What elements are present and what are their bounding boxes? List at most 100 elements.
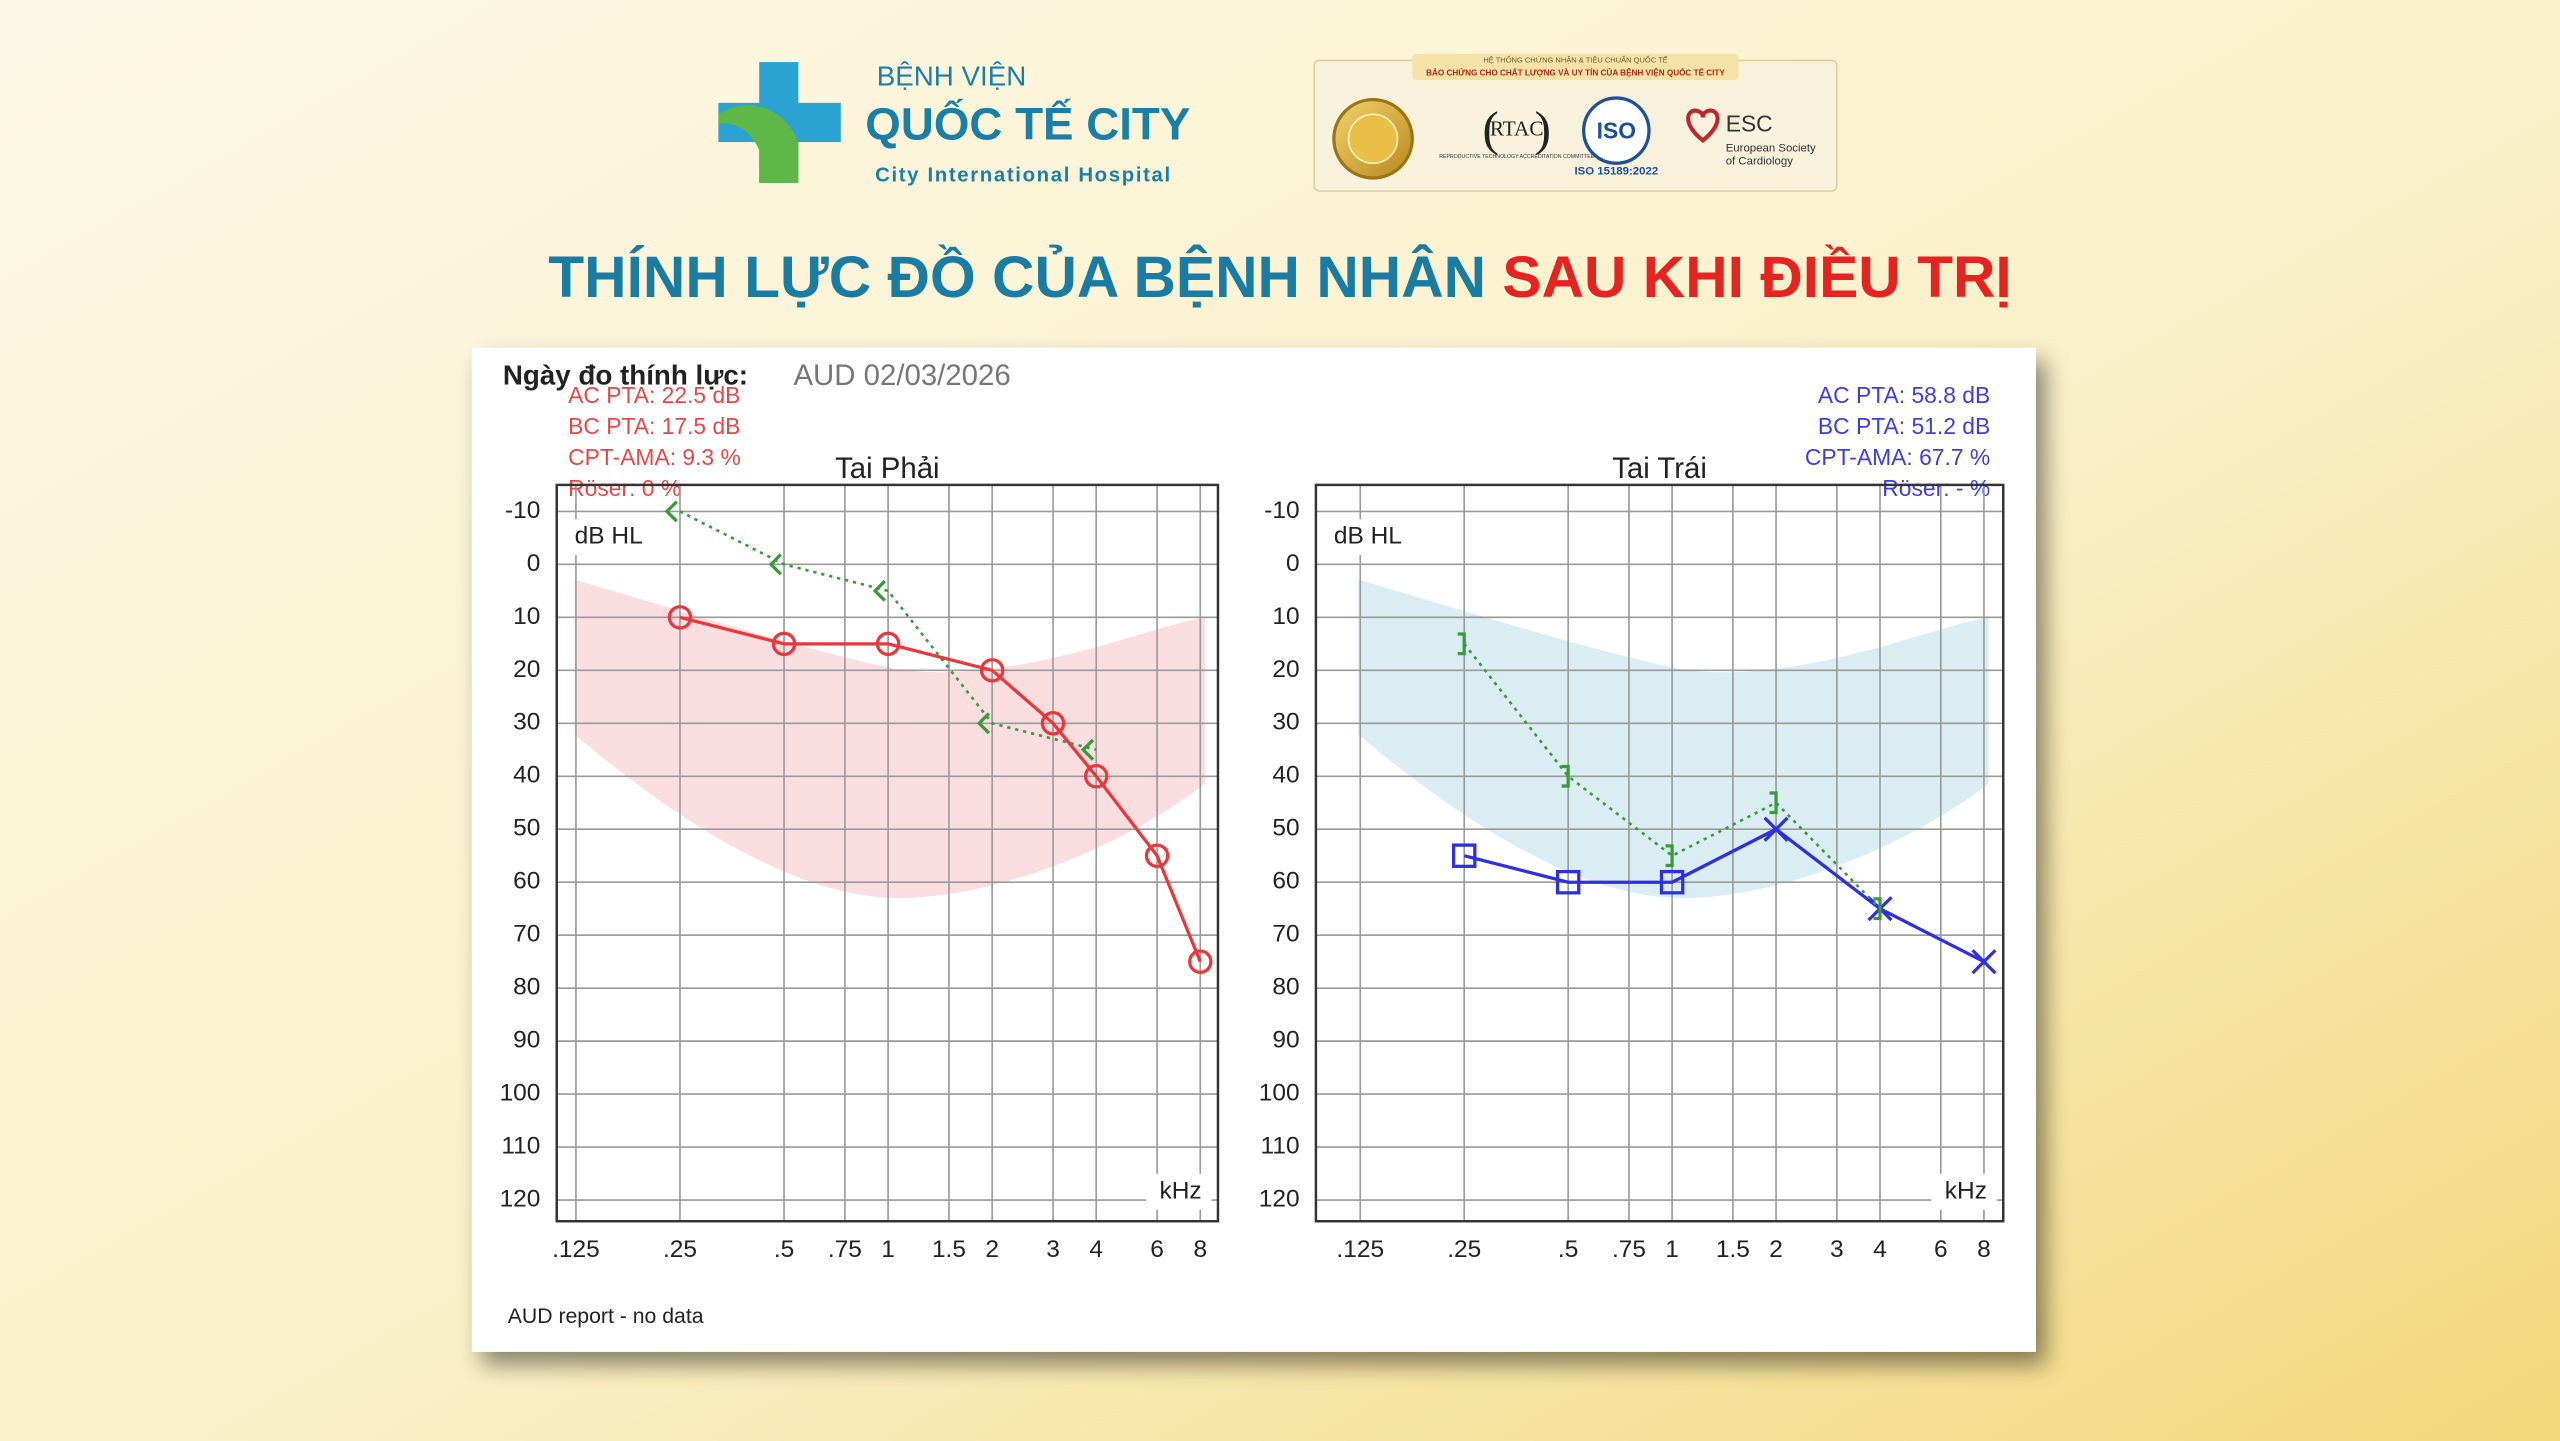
y-tick-label: 30 (1272, 709, 1299, 736)
charts: Tai Phải AC PTA: 22.5 dB BC PTA: 17.5 dB CP… (500, 382, 2005, 1263)
x-tick-label: .125 (552, 1236, 600, 1263)
y-tick-label: 110 (1261, 1133, 1300, 1160)
hospital-name-1: BỆNH VIỆN (877, 61, 1027, 92)
y-tick-label: 60 (1272, 868, 1299, 895)
cert-subheading: BẢO CHỨNG CHO CHẤT LƯỢNG VÀ UY TÍN CỦA B… (1426, 67, 1725, 78)
x-axis-label: kHz (1945, 1177, 1987, 1204)
certification-box: HỆ THỐNG CHỨNG NHẬN & TIÊU CHUẨN QUỐC TẾ… (1313, 53, 1838, 192)
stat-label: BC PTA: 17.5 dB (568, 413, 740, 439)
stat-label: Röser: 0 % (568, 475, 681, 501)
x-axis-label: kHz (1159, 1177, 1201, 1204)
x-tick-label: .5 (1558, 1236, 1578, 1263)
data-point (1188, 949, 1213, 974)
title-highlight: SAU KHI ĐIỀU TRỊ (1502, 243, 2011, 309)
data-point (768, 553, 782, 576)
y-label-bg (1325, 519, 1411, 556)
chart-title: Tai Phải (835, 452, 940, 485)
y-tick-label: 90 (513, 1027, 540, 1054)
plot-frame (555, 483, 1220, 1223)
data-point (1665, 844, 1674, 868)
x-tick-label: .25 (663, 1236, 697, 1263)
report-footer: AUD report - no data (508, 1305, 704, 1328)
data-point (875, 631, 901, 657)
chart-title: Tai Trái (1612, 452, 1707, 485)
data-point (1769, 791, 1778, 815)
y-tick-label: -10 (505, 497, 540, 524)
hospital-logo: BỆNH VIỆN QUỐC TẾ CITY City Internationa… (718, 61, 1190, 187)
svg-text:(: ( (1482, 101, 1498, 156)
x-tick-label: 8 (1193, 1236, 1207, 1263)
y-tick-label: 100 (1259, 1080, 1300, 1107)
hospital-name-3: City International Hospital (875, 165, 1172, 187)
x-tick-label: .125 (1336, 1236, 1384, 1263)
x-tick-label: 6 (1150, 1236, 1164, 1263)
data-point (667, 605, 693, 630)
y-tick-label: 70 (513, 921, 540, 948)
stat-label: AC PTA: 22.5 dB (568, 382, 740, 408)
data-point (771, 631, 797, 657)
data-point (979, 658, 1005, 683)
x-tick-label: .75 (1612, 1236, 1646, 1263)
page-title: THÍNH LỰC ĐỒ CỦA BỆNH NHÂN SAU KHI ĐIỀU … (548, 242, 2011, 309)
y-tick-label: 40 (513, 762, 540, 789)
esc-label: ESC (1726, 111, 1773, 137)
y-tick-label: 30 (513, 709, 540, 736)
data-point (872, 579, 886, 602)
title-part: THÍNH LỰC ĐỒ CỦA BỆNH NHÂN (548, 242, 1502, 309)
x-tick-label: 8 (1977, 1236, 1991, 1263)
data-point (1873, 897, 1882, 921)
y-tick-label: 70 (1272, 921, 1299, 948)
x-tick-label: 2 (985, 1236, 999, 1263)
x-label-bg (1146, 1173, 1212, 1210)
y-tick-label: 20 (513, 656, 540, 683)
y-tick-label: 10 (513, 603, 540, 630)
date-value: AUD 02/03/2026 (793, 359, 1010, 392)
x-tick-label: 4 (1873, 1236, 1887, 1263)
data-point (976, 712, 991, 735)
x-tick-label: 2 (1769, 1236, 1783, 1263)
plot-frame (1314, 483, 2005, 1223)
rtac-label: RTAC (1490, 116, 1544, 140)
data-point (1971, 949, 1997, 975)
x-tick-label: 1 (881, 1236, 895, 1263)
y-tick-label: 20 (1272, 656, 1299, 683)
data-point (1555, 869, 1581, 895)
stat-label: Röser: - % (1882, 475, 1990, 501)
x-tick-label: .25 (1447, 1236, 1481, 1263)
esc-caption: of Cardiology (1726, 156, 1794, 168)
rtac-caption: REPRODUCTIVE TECHNOLOGY ACCREDITATION CO… (1439, 154, 1595, 160)
stat-label: AC PTA: 58.8 dB (1818, 382, 1990, 408)
stat-label: BC PTA: 51.2 dB (1818, 413, 1990, 439)
y-tick-label: 50 (513, 815, 540, 842)
hospital-name-2: QUỐC TẾ CITY (865, 97, 1190, 149)
y-tick-label: 90 (1272, 1027, 1299, 1054)
data-line (1463, 643, 1881, 910)
y-tick-label: 60 (513, 868, 540, 895)
y-tick-label: 40 (1272, 762, 1299, 789)
stat-label: CPT-AMA: 9.3 % (568, 444, 741, 470)
y-tick-label: 80 (1272, 974, 1299, 1001)
esc-caption: European Society (1726, 143, 1816, 155)
y-tick-label: 100 (500, 1080, 541, 1107)
iso-label: ISO (1597, 117, 1636, 143)
date-label: Ngày đo thính lực: (503, 359, 748, 390)
stat-label: CPT-AMA: 67.7 % (1805, 444, 1990, 470)
data-point (664, 500, 678, 523)
normal-range-band (574, 579, 1205, 898)
y-label-bg (566, 519, 652, 556)
x-tick-label: .5 (774, 1236, 794, 1263)
cert-heading: HỆ THỐNG CHỨNG NHẬN & TIÊU CHUẨN QUỐC TẾ (1483, 54, 1667, 64)
iso-caption: ISO 15189:2022 (1574, 165, 1658, 177)
y-axis-label: dB HL (1334, 523, 1402, 550)
data-point (1040, 711, 1066, 736)
x-tick-label: 1.5 (1716, 1236, 1750, 1263)
y-tick-label: 120 (1259, 1186, 1300, 1213)
y-tick-label: 120 (500, 1186, 541, 1213)
data-point (1080, 738, 1095, 761)
data-point (1457, 632, 1466, 656)
y-tick-label: 0 (527, 550, 541, 577)
y-tick-label: 50 (1272, 815, 1299, 842)
data-line (1463, 827, 1985, 964)
data-point (1561, 764, 1570, 788)
